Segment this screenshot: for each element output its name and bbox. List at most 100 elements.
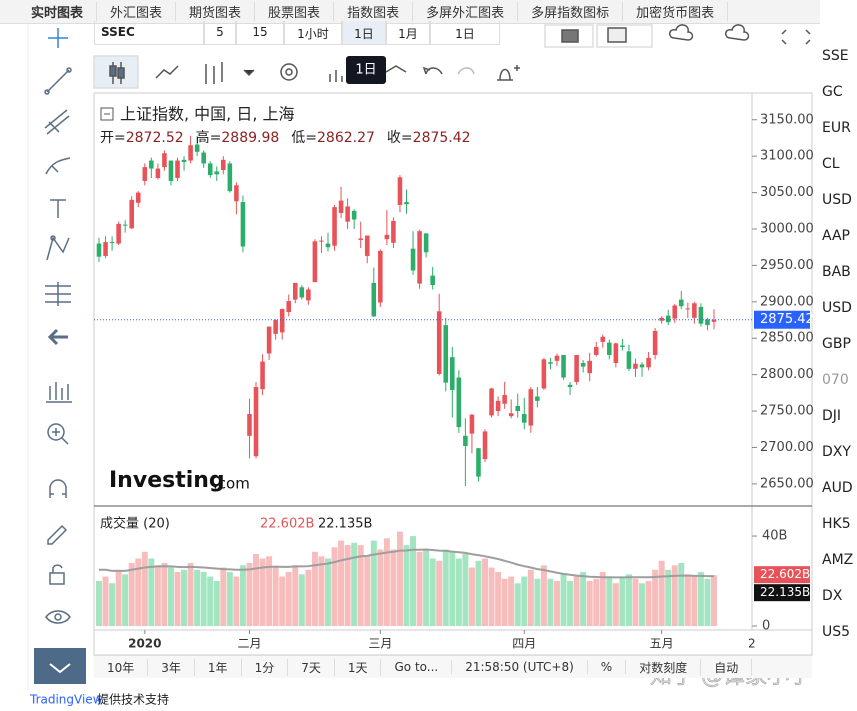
footer-text: 提供技术支持 — [97, 692, 169, 707]
volume-bar — [691, 576, 698, 626]
volume-bar — [410, 536, 417, 626]
candle-body — [299, 287, 305, 298]
candle-body — [129, 199, 135, 229]
tab[interactable]: 加密货币图表 — [623, 2, 729, 21]
tab[interactable]: 外汇图表 — [97, 2, 177, 21]
watchlist-item[interactable]: CL — [822, 156, 840, 172]
candle-body — [541, 359, 547, 389]
candle-body — [175, 160, 180, 179]
watchlist-item[interactable]: US5 — [822, 624, 851, 640]
candle-body — [116, 223, 121, 244]
watchlist-item[interactable]: SSE — [822, 48, 849, 64]
watchlist-item[interactable]: AMZ — [822, 552, 854, 568]
watchlist-item[interactable]: DXY — [822, 444, 851, 460]
watchlist-item[interactable]: DX — [822, 588, 843, 604]
watchlist-item[interactable]: AAP — [822, 228, 850, 244]
volume-bar — [279, 576, 286, 626]
candle-body — [711, 319, 717, 322]
bottom-bar: 10年 3年 1年 1分 7天 1天 Go to... 21:58:50 (UTC+8)% 对数… — [94, 655, 812, 678]
bottom-button[interactable]: 10年 — [94, 658, 149, 676]
volume-bar — [423, 549, 430, 626]
interval-button[interactable]: 1日 — [430, 21, 500, 45]
watchlist: SSE GC EUR CL USD AAP BAB USD GBP 070 DJI DXY AUD HK5… — [822, 38, 857, 650]
watchlist-item[interactable]: GBP — [822, 336, 851, 352]
candle-body — [404, 202, 409, 205]
symbol-input[interactable]: SSEC — [94, 21, 204, 45]
candle-body — [469, 414, 475, 434]
candle-body — [188, 145, 193, 161]
candle-body — [626, 351, 632, 369]
volume-bar — [488, 567, 495, 626]
watchlist-item[interactable]: USD — [822, 300, 852, 316]
candle-body — [397, 177, 403, 205]
x-tick-label: 四月 — [512, 637, 536, 651]
bottom-button[interactable]: 21:58:50 (UTC+8) — [452, 660, 588, 674]
bottom-button[interactable]: Go to... — [381, 660, 453, 674]
candle-body — [443, 325, 449, 383]
volume-badge — [754, 566, 810, 584]
volume-bar — [567, 581, 574, 626]
interval-button[interactable]: 1小时 — [284, 21, 342, 45]
drawing-tools[interactable] — [44, 28, 72, 624]
y-tick-label: 2850.00 — [760, 331, 814, 346]
candle-body — [489, 388, 494, 416]
volume-bar — [167, 567, 174, 626]
volume-bar — [462, 554, 469, 626]
volume-bar — [527, 569, 534, 626]
tab[interactable]: 多屏外汇图表 — [413, 2, 519, 21]
ohlc-value: 2875.42 — [413, 130, 471, 146]
bottom-button[interactable]: 对数刻度 — [626, 658, 702, 676]
tab[interactable]: 期货图表 — [176, 2, 256, 21]
candle-body — [410, 248, 416, 271]
bottom-button[interactable]: % — [588, 660, 627, 674]
bottom-button[interactable]: 1天 — [335, 658, 382, 676]
watchlist-item[interactable]: DJI — [822, 408, 842, 424]
bottom-button[interactable]: 1年 — [195, 658, 242, 676]
candle-body — [207, 163, 213, 176]
watchlist-item[interactable]: EUR — [822, 120, 851, 136]
bottom-button[interactable]: 3年 — [148, 658, 195, 676]
candle-body — [593, 346, 599, 355]
chart-toolbar[interactable] — [93, 24, 811, 89]
bottom-button[interactable]: 自动 — [701, 658, 753, 676]
volume-bar — [396, 531, 403, 626]
volume-bar — [220, 567, 227, 626]
candle-body — [672, 305, 678, 319]
candle-body — [613, 343, 619, 363]
watchlist-item[interactable]: 070 — [822, 372, 849, 388]
volume-bar — [181, 569, 188, 626]
tab[interactable]: 多屏指数图标 — [518, 2, 624, 21]
interval-button[interactable]: 1月 — [386, 21, 430, 45]
volume-bar — [475, 560, 482, 626]
interval-button[interactable]: 15 — [236, 21, 284, 45]
volume-bar — [207, 576, 214, 626]
volume-bar — [482, 558, 488, 626]
volume-bar — [632, 578, 639, 626]
tab[interactable]: 股票图表 — [255, 2, 335, 21]
collapse-icon — [49, 663, 71, 674]
watchlist-item[interactable]: USD — [822, 192, 852, 208]
watchlist-item[interactable]: BAB — [822, 264, 851, 280]
vol-tick-label: 40B — [762, 529, 787, 544]
footer-link[interactable]: TradingView — [29, 693, 103, 707]
collapse-button[interactable] — [34, 648, 86, 684]
candle-body — [685, 308, 691, 310]
x-tick-label: 五月 — [650, 637, 674, 651]
watchlist-item[interactable]: AUD — [822, 480, 853, 496]
volume-bar — [154, 565, 161, 626]
tab[interactable]: 实时图表 — [18, 2, 98, 21]
watchlist-item[interactable]: GC — [822, 84, 843, 100]
interval-button[interactable]: 1日 — [342, 21, 386, 45]
volume-bar — [357, 545, 364, 626]
tab[interactable]: 指数图表 — [334, 2, 414, 21]
volume-bar — [449, 551, 456, 626]
watchlist-item[interactable]: HK5 — [822, 516, 851, 532]
bottom-button[interactable]: 1分 — [242, 658, 289, 676]
collapse-legend[interactable] — [100, 107, 114, 121]
interval-button[interactable]: 5 — [204, 21, 236, 45]
volume-bar — [174, 572, 181, 626]
bottom-button[interactable]: 7天 — [288, 658, 335, 676]
candle-body — [417, 231, 422, 284]
volume-bar — [285, 572, 292, 626]
volume-bar — [586, 581, 593, 626]
